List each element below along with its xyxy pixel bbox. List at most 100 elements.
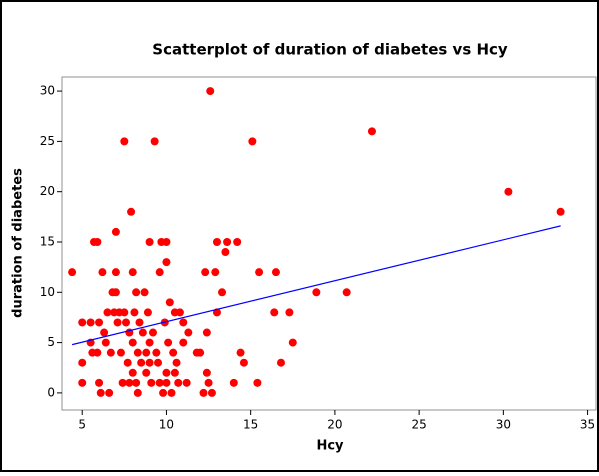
point: [78, 318, 87, 327]
point: [165, 298, 174, 307]
point: [147, 378, 156, 387]
x-tick-label: 10: [159, 418, 174, 432]
point: [122, 318, 131, 327]
point: [196, 348, 205, 357]
point: [143, 308, 152, 317]
point: [120, 308, 129, 317]
point: [103, 308, 112, 317]
point: [211, 268, 220, 277]
point: [162, 378, 171, 387]
point: [175, 308, 184, 317]
point: [111, 227, 120, 236]
point: [135, 318, 144, 327]
point: [68, 268, 77, 277]
x-tick-label: 20: [327, 418, 342, 432]
point: [101, 338, 110, 347]
point: [223, 237, 232, 246]
point: [162, 258, 171, 267]
point: [155, 378, 164, 387]
x-tick-label: 15: [243, 418, 258, 432]
point: [184, 328, 193, 337]
point: [207, 388, 216, 397]
point: [145, 358, 154, 367]
point: [202, 328, 211, 337]
point: [179, 318, 188, 327]
point: [221, 248, 230, 257]
point: [120, 137, 129, 146]
point: [253, 378, 262, 387]
x-tick-label: 35: [580, 418, 595, 432]
point: [159, 388, 168, 397]
point: [116, 348, 125, 357]
point: [130, 308, 139, 317]
point: [233, 237, 242, 246]
point: [229, 378, 238, 387]
point: [78, 358, 87, 367]
chart-title: Scatterplot of duration of diabetes vs H…: [152, 41, 508, 59]
point: [137, 358, 146, 367]
point: [150, 137, 159, 146]
point: [106, 348, 115, 357]
point: [174, 378, 183, 387]
point: [312, 288, 321, 297]
point: [128, 268, 137, 277]
point: [367, 127, 376, 136]
point: [342, 288, 351, 297]
fit-line: [71, 225, 561, 346]
point: [152, 348, 161, 357]
x-axis-label: Hcy: [316, 439, 344, 454]
x-tick-label: 30: [496, 418, 511, 432]
point: [142, 348, 151, 357]
y-tick-label: 15: [40, 234, 55, 248]
point: [236, 348, 245, 357]
point: [132, 378, 141, 387]
point: [271, 268, 280, 277]
point: [204, 378, 213, 387]
point: [145, 338, 154, 347]
point: [164, 338, 173, 347]
point: [138, 328, 147, 337]
point: [201, 268, 210, 277]
point: [128, 368, 137, 377]
point: [556, 207, 565, 216]
point: [95, 318, 104, 327]
y-axis-label: duration of diabetes: [11, 168, 26, 318]
point: [128, 338, 137, 347]
point: [111, 268, 120, 277]
point: [118, 378, 127, 387]
point: [93, 348, 102, 357]
point: [212, 237, 221, 246]
y-tick-label: 0: [47, 385, 55, 399]
point: [113, 318, 122, 327]
point: [132, 288, 141, 297]
point: [276, 358, 285, 367]
point: [145, 237, 154, 246]
y-tick-label: 10: [40, 285, 55, 299]
point: [162, 368, 171, 377]
point: [218, 288, 227, 297]
point: [248, 137, 257, 146]
point: [162, 237, 171, 246]
point: [288, 338, 297, 347]
point: [105, 388, 114, 397]
point: [199, 388, 208, 397]
point: [86, 318, 95, 327]
point: [179, 338, 188, 347]
y-tick-label: 5: [47, 335, 55, 349]
y-tick-label: 20: [40, 184, 55, 198]
point: [133, 348, 142, 357]
point: [169, 348, 178, 357]
point: [133, 388, 142, 397]
point: [172, 358, 181, 367]
point: [170, 368, 179, 377]
point: [167, 388, 176, 397]
point: [206, 87, 215, 96]
point: [127, 207, 136, 216]
point: [100, 328, 109, 337]
point: [111, 288, 120, 297]
x-tick-label: 25: [411, 418, 426, 432]
point: [285, 308, 294, 317]
point: [96, 388, 105, 397]
point: [148, 328, 157, 337]
point: [182, 378, 191, 387]
